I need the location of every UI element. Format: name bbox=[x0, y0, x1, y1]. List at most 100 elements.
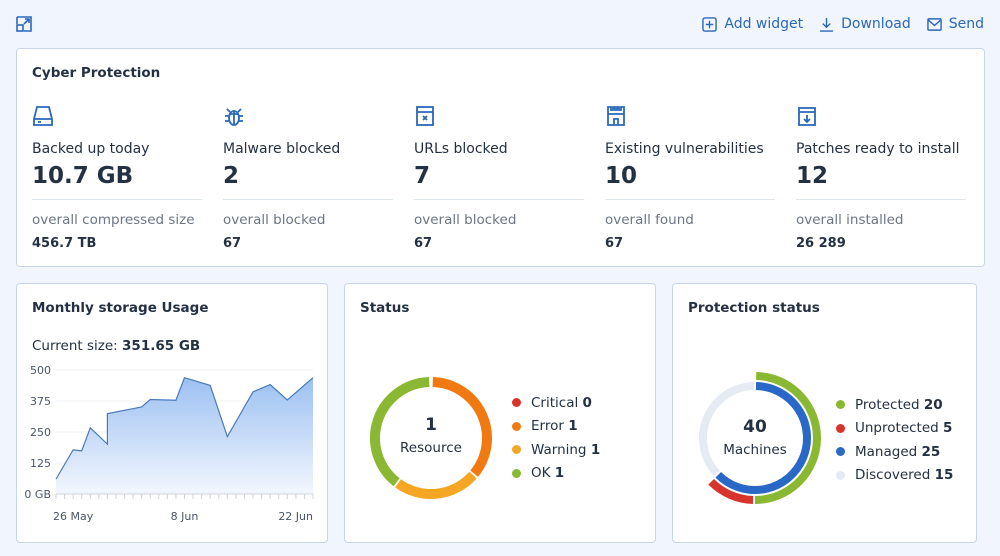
x-tick-label: 22 Jun bbox=[278, 510, 313, 523]
legend-dot bbox=[512, 398, 521, 407]
hard-drive-icon bbox=[32, 105, 54, 127]
stat-value: 12 bbox=[796, 163, 966, 189]
mail-icon bbox=[927, 17, 942, 32]
stat-0: Backed up today 10.7 GB overall compress… bbox=[32, 105, 202, 251]
stat-3: Existing vulnerabilities 10 overall foun… bbox=[605, 105, 775, 251]
legend-count: 25 bbox=[922, 444, 941, 460]
widget-title: Status bbox=[360, 300, 409, 316]
legend-label: Warning bbox=[531, 442, 587, 458]
legend-dot bbox=[836, 471, 845, 480]
stat-1: Malware blocked 2 overall blocked 67 bbox=[223, 105, 393, 251]
download-button[interactable]: Download bbox=[819, 16, 911, 32]
legend-dot bbox=[512, 422, 521, 431]
stat-value: 7 bbox=[414, 163, 584, 189]
divider bbox=[796, 199, 966, 200]
protection-center-label: Machines bbox=[685, 442, 825, 458]
bug-icon bbox=[223, 105, 245, 127]
cyber-protection-widget: Cyber Protection Backed up today 10.7 GB… bbox=[16, 48, 985, 267]
y-tick-label: 125 bbox=[30, 457, 51, 470]
legend-label: Error bbox=[531, 418, 564, 434]
legend-dot bbox=[512, 469, 521, 478]
legend-label: Protected bbox=[855, 397, 920, 413]
divider bbox=[32, 199, 202, 200]
current-size-label: Current size: bbox=[32, 338, 118, 354]
x-tick-label: 8 Jun bbox=[171, 510, 199, 523]
current-size: Current size: 351.65 GB bbox=[32, 338, 200, 354]
y-tick-label: 375 bbox=[30, 395, 51, 408]
legend-count: 0 bbox=[583, 395, 592, 411]
legend-item: Protected 20 bbox=[836, 393, 953, 417]
protection-center-value: 40 bbox=[685, 417, 825, 437]
plus-box-icon bbox=[702, 17, 717, 32]
warning-segment bbox=[398, 475, 473, 494]
legend-dot bbox=[512, 445, 521, 454]
stat-value: 10.7 GB bbox=[32, 163, 202, 189]
current-size-value: 351.65 GB bbox=[122, 338, 200, 354]
send-button[interactable]: Send bbox=[927, 16, 984, 32]
legend-label: Critical bbox=[531, 395, 578, 411]
stat-sub-value: 67 bbox=[605, 236, 775, 251]
stat-sub-value: 67 bbox=[414, 236, 584, 251]
legend-dot bbox=[836, 400, 845, 409]
stat-2: URLs blocked 7 overall blocked 67 bbox=[414, 105, 584, 251]
stat-value: 10 bbox=[605, 163, 775, 189]
widget-title: Monthly storage Usage bbox=[32, 300, 209, 316]
x-tick-label: 26 May bbox=[53, 510, 94, 523]
legend-item: Managed 25 bbox=[836, 440, 953, 464]
stat-sub-label: overall compressed size bbox=[32, 212, 202, 228]
add-widget-button[interactable]: Add widget bbox=[702, 16, 803, 32]
legend-label: Unprotected bbox=[855, 420, 939, 436]
download-label: Download bbox=[841, 16, 911, 32]
divider bbox=[605, 199, 775, 200]
legend-item: Discovered 15 bbox=[836, 464, 953, 488]
stat-label: URLs blocked bbox=[414, 141, 584, 157]
stat-label: Existing vulnerabilities bbox=[605, 141, 775, 157]
legend-count: 15 bbox=[935, 467, 954, 483]
area-fill bbox=[56, 378, 313, 494]
legend-item: Warning 1 bbox=[512, 438, 600, 462]
stat-sub-value: 26 289 bbox=[796, 236, 966, 251]
patch-download-icon bbox=[796, 105, 818, 127]
stat-sub-value: 456.7 TB bbox=[32, 236, 202, 251]
legend-item: Error 1 bbox=[512, 415, 600, 439]
storage-widget: Monthly storage Usage Current size: 351.… bbox=[16, 283, 328, 543]
y-tick-label: 250 bbox=[30, 426, 51, 439]
divider bbox=[223, 199, 393, 200]
legend-label: Managed bbox=[855, 444, 917, 460]
legend-label: Discovered bbox=[855, 467, 930, 483]
y-tick-label: 0 GB bbox=[24, 488, 51, 501]
stat-sub-label: overall blocked bbox=[223, 212, 393, 228]
storage-chart: 0 GB 125 250 375 500 26 May 8 Jun 22 Jun bbox=[17, 356, 329, 556]
download-icon bbox=[819, 17, 834, 32]
y-tick-label: 500 bbox=[30, 364, 51, 377]
legend-count: 1 bbox=[568, 418, 577, 434]
status-center-value: 1 bbox=[361, 415, 501, 435]
stat-label: Malware blocked bbox=[223, 141, 393, 157]
legend-dot bbox=[836, 447, 845, 456]
widget-title: Cyber Protection bbox=[32, 65, 160, 81]
legend-dot bbox=[836, 424, 845, 433]
expand-icon[interactable] bbox=[16, 16, 32, 32]
send-label: Send bbox=[949, 16, 984, 32]
legend-item: OK 1 bbox=[512, 462, 600, 486]
top-toolbar: Add widget Download Send bbox=[0, 0, 1000, 48]
castle-icon bbox=[605, 105, 627, 127]
widget-title: Protection status bbox=[688, 300, 820, 316]
stat-sub-label: overall blocked bbox=[414, 212, 584, 228]
legend-count: 1 bbox=[555, 465, 564, 481]
stat-4: Patches ready to install 12 overall inst… bbox=[796, 105, 966, 251]
stat-label: Backed up today bbox=[32, 141, 202, 157]
legend-count: 5 bbox=[943, 420, 952, 436]
legend-count: 20 bbox=[924, 397, 943, 413]
legend-item: Unprotected 5 bbox=[836, 417, 953, 441]
divider bbox=[414, 199, 584, 200]
status-center-label: Resource bbox=[361, 440, 501, 456]
legend-label: OK bbox=[531, 465, 550, 481]
stat-value: 2 bbox=[223, 163, 393, 189]
stat-sub-label: overall found bbox=[605, 212, 775, 228]
browser-blocked-icon bbox=[414, 105, 436, 127]
protection-status-widget: Protection status 40 Machines Protected … bbox=[672, 283, 977, 543]
